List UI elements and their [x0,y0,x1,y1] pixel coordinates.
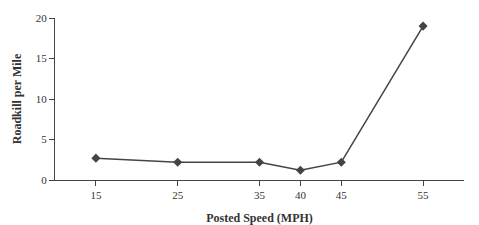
svg-text:Posted Speed (MPH): Posted Speed (MPH) [206,211,313,225]
svg-text:25: 25 [172,189,184,201]
svg-text:10: 10 [36,93,48,105]
svg-text:Roadkill per Mile: Roadkill per Mile [10,53,24,144]
svg-text:20: 20 [36,12,48,24]
svg-text:40: 40 [295,189,307,201]
svg-text:15: 15 [36,52,48,64]
svg-text:55: 55 [418,189,430,201]
svg-text:5: 5 [41,133,47,145]
svg-text:35: 35 [254,189,266,201]
svg-text:45: 45 [336,189,348,201]
svg-text:15: 15 [90,189,102,201]
svg-text:0: 0 [41,174,47,186]
